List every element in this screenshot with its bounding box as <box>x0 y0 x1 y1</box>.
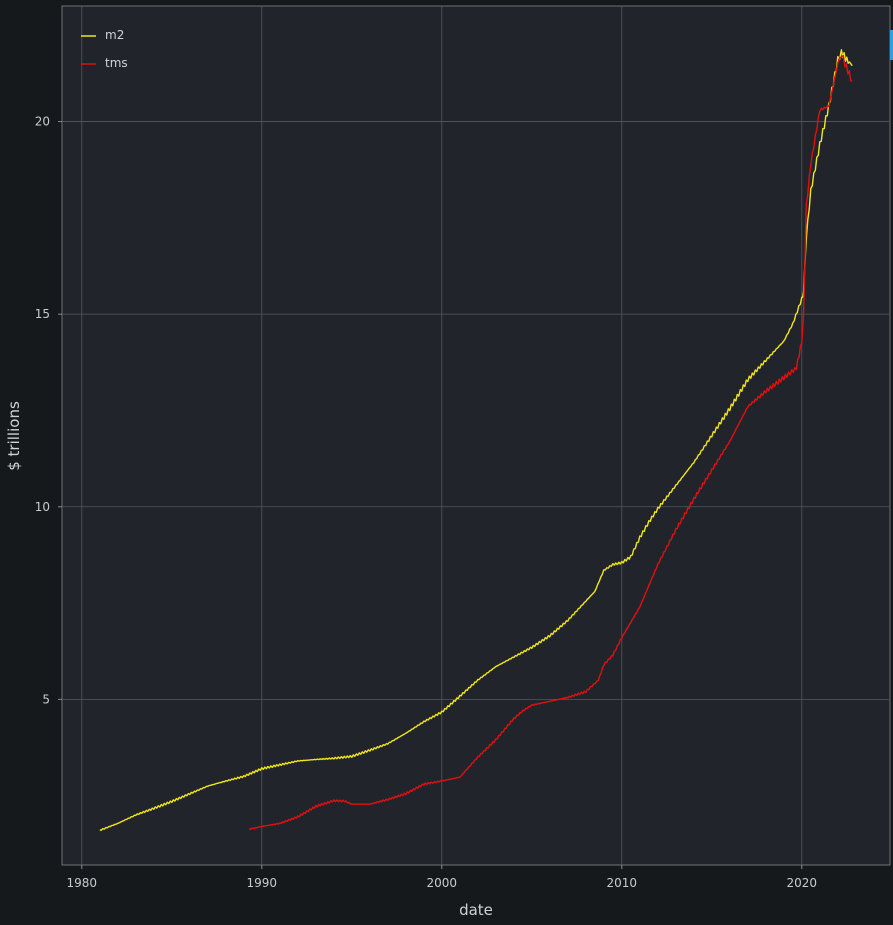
x-tick-label-2000: 2000 <box>427 876 458 890</box>
series-line-tms <box>248 54 853 831</box>
legend: m2 tms <box>81 28 128 70</box>
plot-panel <box>61 5 891 866</box>
x-tick-label-2010: 2010 <box>607 876 638 890</box>
x-axis-title: date <box>459 901 493 919</box>
legend-label-tms: tms <box>105 56 128 70</box>
scroll-indicator[interactable] <box>890 30 893 60</box>
series-lines <box>99 49 853 832</box>
y-tick-label-15: 15 <box>35 307 50 321</box>
x-tick-label-1990: 1990 <box>247 876 278 890</box>
y-tick-label-10: 10 <box>35 500 50 514</box>
x-tick-label-1980: 1980 <box>67 876 98 890</box>
y-tick-label-20: 20 <box>35 115 50 129</box>
grid <box>62 6 890 865</box>
axis-ticks: 1980 1990 2000 2010 2020 5 10 15 20 <box>35 115 817 890</box>
y-tick-label-5: 5 <box>42 692 50 706</box>
legend-label-m2: m2 <box>105 28 124 42</box>
x-tick-label-2020: 2020 <box>787 876 818 890</box>
y-axis-title: $ trillions <box>5 401 23 471</box>
series-line-m2 <box>99 49 853 832</box>
